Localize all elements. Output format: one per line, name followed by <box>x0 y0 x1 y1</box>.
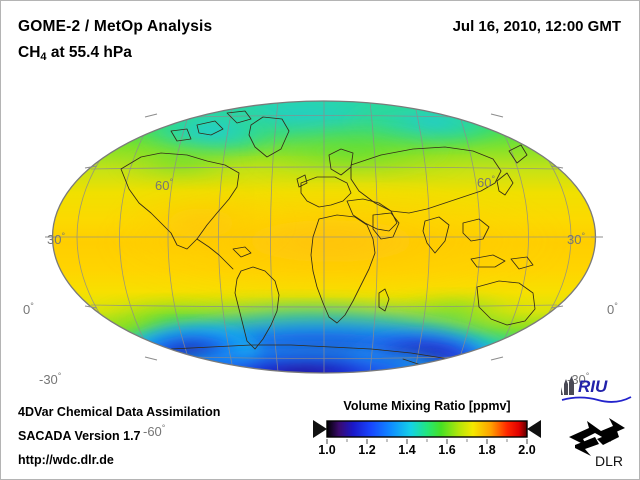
colorbar-title: Volume Mixing Ratio [ppmv] <box>343 399 511 413</box>
species-level-label: CH4 at 55.4 hPa <box>18 44 132 63</box>
data-field <box>52 101 596 373</box>
lat-label-0-right: 0° <box>607 301 618 317</box>
timestamp-label: Jul 16, 2010, 12:00 GMT <box>452 18 621 35</box>
colorbar-tick-label-3: 1.4 <box>398 443 416 457</box>
riu-logo-text: RIU <box>578 377 608 396</box>
species-formula-base: CH <box>18 44 41 61</box>
riu-logo: RIU <box>561 376 632 403</box>
dlr-logo: DLR <box>569 418 625 469</box>
lat-label-30-right: 30° <box>567 231 586 247</box>
page-title: GOME-2 / MetOp Analysis <box>18 18 213 35</box>
mollweide-map <box>45 100 603 374</box>
lat-label-30-left: 30° <box>47 231 66 247</box>
colorbar-tick-label-4: 1.6 <box>438 443 456 457</box>
pressure-level-text: at 55.4 hPa <box>46 44 132 61</box>
colorbar-tick-label-2: 1.2 <box>358 443 376 457</box>
colorbar-tick-label-5: 1.8 <box>478 443 496 457</box>
colorbar-tick-label-1: 1.0 <box>318 443 336 457</box>
dlr-bird-icon <box>569 418 625 456</box>
source-url-label[interactable]: http://wdc.dlr.de <box>18 453 114 467</box>
colorbar: Volume Mixing Ratio [ppmv] <box>313 399 541 461</box>
method-label: 4DVar Chemical Data Assimilation <box>18 405 221 419</box>
cathedral-towers-icon <box>561 376 574 395</box>
dlr-logo-text: DLR <box>595 453 623 469</box>
lat-label-60-right: 60° <box>477 174 496 190</box>
coastlines <box>96 110 564 368</box>
riu-wave-icon <box>561 396 632 403</box>
lat-label-minus60-left: -60° <box>143 423 166 439</box>
latitude-ticks <box>45 113 603 361</box>
world-map-panel: 60° 60° 30° 30° 0° 0° -30° -30° -60° -60… <box>1 73 639 439</box>
lat-label-minus30-left: -30° <box>39 371 62 387</box>
version-label: SACADA Version 1.7 <box>18 429 141 443</box>
colorbar-ticks <box>326 439 528 444</box>
colorbar-gradient <box>313 420 541 438</box>
species-formula-subscript: 4 <box>40 51 47 63</box>
lat-label-60-left: 60° <box>155 177 174 193</box>
lat-label-0-left: 0° <box>23 301 34 317</box>
colorbar-tick-label-6: 2.0 <box>518 443 536 457</box>
